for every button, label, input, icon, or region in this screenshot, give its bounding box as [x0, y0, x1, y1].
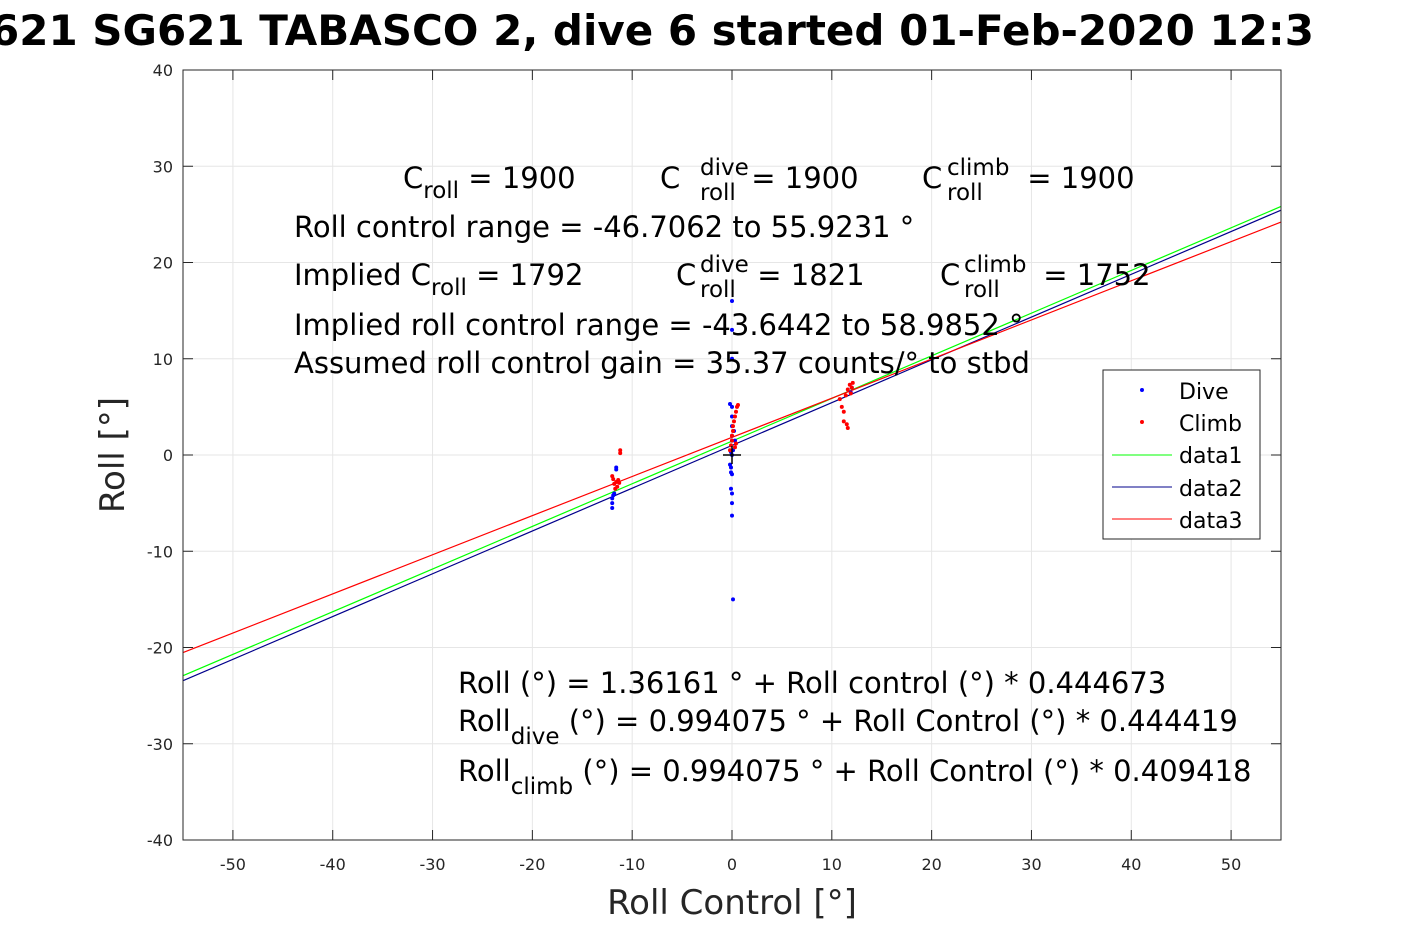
legend-label-climb: Climb: [1179, 412, 1242, 437]
point-climb: [731, 419, 736, 424]
y-tick-label: 0: [163, 446, 173, 465]
point-climb: [618, 451, 623, 456]
point-dive: [730, 501, 734, 506]
point-dive: [612, 491, 617, 496]
point-climb: [728, 448, 733, 453]
x-axis-label: Roll Control [°]: [607, 883, 857, 923]
point-climb: [733, 441, 738, 446]
point-climb: [841, 409, 846, 414]
point-climb: [837, 397, 842, 402]
point-climb: [730, 433, 734, 438]
annotation-implied-c-roll: Implied Croll = 1792: [294, 258, 583, 301]
y-tick-label: -10: [147, 542, 173, 561]
point-dive: [610, 501, 615, 506]
annotation-gain: Assumed roll control gain = 35.37 counts…: [294, 346, 1030, 380]
point-climb: [843, 393, 848, 398]
annotation-implied-range: Implied roll control range = -43.6442 to…: [294, 308, 1024, 342]
x-tick-label: -50: [220, 855, 246, 874]
y-tick-label: 30: [153, 157, 173, 176]
y-tick-label: -20: [147, 639, 173, 658]
origin-crosshair: [723, 446, 741, 464]
point-dive: [730, 491, 734, 496]
legend-label-data3: data3: [1179, 509, 1243, 534]
x-tick-label: -30: [419, 855, 445, 874]
point-dive: [730, 513, 734, 518]
y-tick-label: -40: [147, 831, 173, 850]
y-tick-label: 40: [153, 61, 173, 80]
point-climb: [845, 426, 850, 431]
x-tick-label: 50: [1221, 855, 1241, 874]
point-climb: [847, 382, 852, 387]
legend-swatch-dive: [1140, 388, 1144, 392]
point-dive: [730, 404, 734, 409]
point-climb: [841, 419, 846, 424]
point-climb: [732, 445, 737, 450]
annotation-c-roll: Croll = 1900: [403, 161, 576, 204]
point-climb: [618, 448, 623, 453]
x-tick-label: -40: [320, 855, 346, 874]
point-dive: [610, 505, 615, 510]
point-climb: [735, 402, 740, 407]
point-climb: [730, 428, 735, 433]
legend-swatch-climb: [1140, 420, 1144, 424]
point-dive: [729, 486, 734, 491]
point-climb: [839, 404, 844, 409]
point-dive: [730, 597, 735, 602]
point-dive: [730, 414, 734, 419]
chart-title: 621 SG621 TABASCO 2, dive 6 started 01-F…: [0, 6, 1314, 55]
point-dive: [730, 327, 734, 332]
x-tick-label: 10: [822, 855, 842, 874]
point-climb: [844, 422, 849, 427]
x-tick-label: 20: [921, 855, 941, 874]
point-climb: [611, 477, 616, 482]
x-tick-label: -20: [519, 855, 545, 874]
legend-label-data2: data2: [1179, 477, 1243, 502]
legend-label-data1: data1: [1179, 444, 1243, 469]
legend-label-dive: Dive: [1179, 380, 1229, 405]
y-tick-label: 20: [153, 254, 173, 273]
x-tick-label: 40: [1121, 855, 1141, 874]
point-climb: [730, 424, 735, 429]
point-climb: [732, 414, 737, 419]
point-climb: [617, 480, 622, 485]
x-tick-label: -10: [619, 855, 645, 874]
y-tick-label: -30: [147, 735, 173, 754]
point-dive: [728, 401, 733, 406]
point-dive: [730, 472, 734, 477]
point-climb: [730, 438, 734, 443]
point-dive: [614, 465, 619, 470]
x-tick-label: 0: [727, 855, 737, 874]
annotation-fit-dive: Rolldive (°) = 0.994075 ° + Roll Control…: [458, 704, 1238, 750]
point-climb: [850, 380, 855, 385]
annotation-roll-control-range: Roll control range = -46.7062 to 55.9231…: [294, 210, 914, 244]
point-climb: [848, 391, 853, 396]
x-tick-label: 30: [1021, 855, 1041, 874]
axis-ticks: -50 -40 -30 -20 -10 0 10 20 30 40 50 -40 -30 -20 -10 0 1…: [147, 61, 1281, 874]
point-climb: [845, 387, 850, 392]
y-tick-label: 10: [153, 350, 173, 369]
point-climb: [849, 385, 854, 390]
point-climb: [615, 484, 620, 489]
point-dive: [729, 465, 734, 470]
point-climb: [733, 409, 738, 414]
legend: Dive Climb data1 data2 data3: [1102, 369, 1261, 540]
annotation-fit-all: Roll (°) = 1.36161 ° + Roll control (°) …: [458, 666, 1166, 700]
y-axis-label: Roll [°]: [93, 397, 133, 513]
point-dive: [730, 356, 734, 361]
annotation-fit-climb: Rollclimb (°) = 0.994075 ° + Roll Contro…: [458, 754, 1251, 800]
point-dive: [730, 299, 734, 303]
